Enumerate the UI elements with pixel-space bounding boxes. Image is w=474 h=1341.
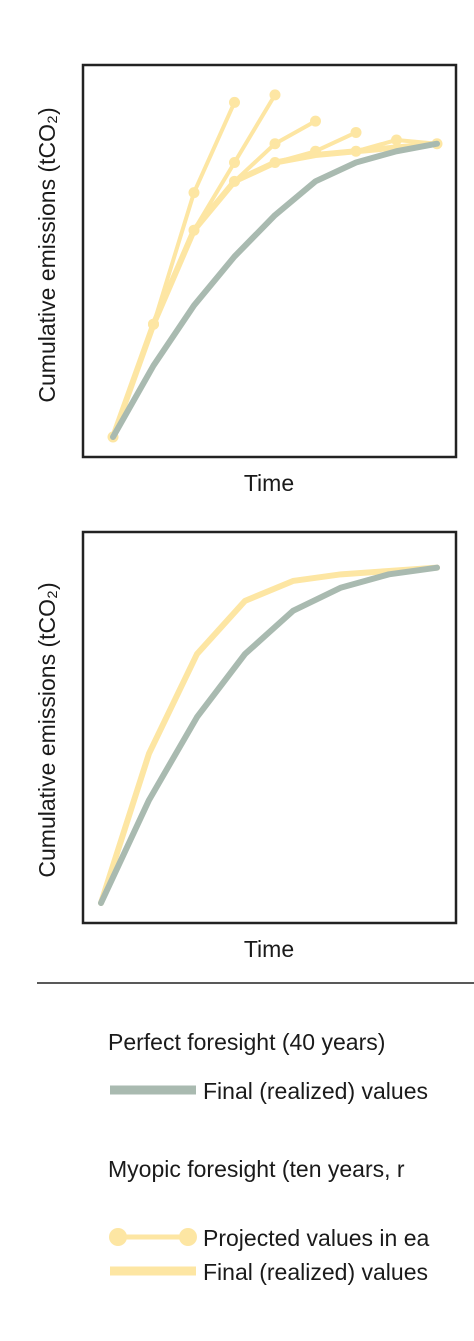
legend: Perfect foresight (40 years) Final (real… <box>108 1029 430 1285</box>
legend-label-perfect-final: Final (realized) values <box>203 1078 428 1104</box>
data-point-2-3 <box>229 96 240 108</box>
plot-frame <box>81 530 458 925</box>
series-layer <box>107 89 443 443</box>
data-point-3-2 <box>229 157 240 169</box>
y-axis-label: Cumulative emissions (tCO₂) <box>34 582 60 877</box>
data-point-2-2 <box>188 187 200 199</box>
y-axis-label: Cumulative emissions (tCO₂) <box>34 107 60 402</box>
data-point-5-2 <box>350 126 362 138</box>
chart-panel-bottom: Time Cumulative emissions (tCO₂) <box>34 530 458 962</box>
series-line-perfect-final-0 <box>98 564 440 906</box>
legend-title-perfect: Perfect foresight (40 years) <box>108 1029 385 1055</box>
data-point-3-3 <box>269 89 281 101</box>
legend-title-myopic: Myopic foresight (ten years, r <box>108 1156 405 1182</box>
series-line-myopic-projected-4 <box>232 119 318 184</box>
data-point-4-2 <box>310 115 321 127</box>
legend-swatch-myopic-projected <box>109 1228 197 1246</box>
legend-label-myopic-projected: Projected values in ea <box>203 1225 430 1251</box>
chart-panel-top: Time Cumulative emissions (tCO₂) <box>34 63 458 496</box>
x-axis-label: Time <box>244 470 294 496</box>
series-line-myopic-final-1 <box>98 564 440 906</box>
x-axis-label: Time <box>244 936 294 962</box>
series-layer <box>98 564 440 906</box>
legend-label-myopic-final: Final (realized) values <box>203 1259 428 1285</box>
data-point-6-1 <box>391 134 402 146</box>
data-point-4-1 <box>269 138 281 150</box>
series-line-myopic-final-1 <box>110 140 440 440</box>
series-line-perfect-final-0 <box>110 140 440 440</box>
plot-frame <box>81 63 458 459</box>
